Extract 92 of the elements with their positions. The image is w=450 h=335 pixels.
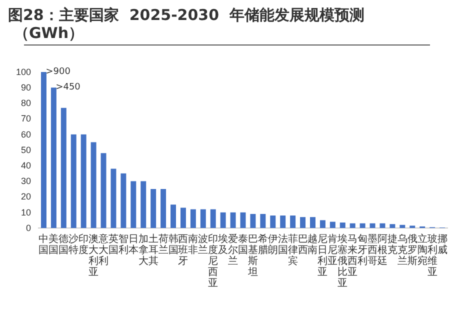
bar <box>90 142 96 228</box>
bar <box>230 212 236 228</box>
bar <box>170 204 176 228</box>
y-tick-label: 50 <box>20 144 31 155</box>
x-tick-label: 伊朗 <box>268 234 278 256</box>
bar <box>390 224 396 228</box>
x-tick-label: 捷克 <box>387 233 398 256</box>
bar <box>110 168 116 228</box>
bar <box>260 214 266 228</box>
x-tick-label: 玻利维亚 <box>427 233 438 278</box>
y-tick-label: 70 <box>20 114 31 124</box>
bar <box>180 208 186 228</box>
x-tick-label: 挪威 <box>437 233 448 256</box>
x-tick-label: 马来西亚 <box>348 234 358 278</box>
x-tick-label: 法国 <box>278 233 288 256</box>
bar <box>140 181 146 228</box>
y-tick-label: 30 <box>20 176 31 186</box>
x-tick-label: 菲律宾 <box>288 233 298 267</box>
x-tick-label: 巴西 <box>298 234 308 256</box>
annotation: >450 <box>56 82 81 93</box>
y-tick-label: 20 <box>20 192 31 202</box>
bar <box>120 173 126 228</box>
bar <box>300 217 306 228</box>
x-tick-label: 阿根廷 <box>376 234 388 267</box>
y-tick-label: 0 <box>26 222 31 233</box>
x-tick-label: 意大利 <box>98 233 109 267</box>
x-tick-label: 西班牙 <box>178 234 188 267</box>
bar <box>220 212 226 228</box>
bar <box>290 216 296 228</box>
x-tick-label: 波兰 <box>198 233 208 256</box>
bar <box>330 222 336 228</box>
y-tick-label: 90 <box>20 82 31 92</box>
x-tick-label: 墨西哥 <box>368 234 378 267</box>
x-tick-label: 埃塞俄比亚 <box>336 233 348 289</box>
bar <box>160 189 166 228</box>
x-tick-label: 英国 <box>108 233 118 256</box>
y-tick-label: 60 <box>20 129 31 140</box>
x-tick-label: 立陶宛 <box>417 233 428 267</box>
y-tick-label: 40 <box>20 160 31 170</box>
x-tick-label: 沙特 <box>68 233 79 256</box>
bar <box>320 220 326 228</box>
x-tick-label: 美国 <box>48 233 59 256</box>
bar <box>360 223 366 228</box>
x-tick-label: 日本 <box>128 234 138 256</box>
chart-title: 图28：主要国家 2025-2030 年储能发展规模预测（GWh） <box>8 6 364 42</box>
x-tick-label: 加拿大 <box>138 233 148 267</box>
x-tick-label: 俄罗斯 <box>407 233 418 267</box>
bar <box>250 214 256 228</box>
bar <box>50 88 56 228</box>
y-tick-label: 80 <box>20 98 31 108</box>
bar <box>200 209 206 228</box>
bar <box>240 212 246 228</box>
bar <box>350 223 356 228</box>
bar <box>210 209 216 228</box>
bar <box>80 134 86 228</box>
bar <box>270 216 276 228</box>
bar <box>190 209 196 228</box>
x-tick-label: 印度 <box>78 233 89 256</box>
x-tick-label: 乌克兰 <box>397 233 408 267</box>
x-tick-label: 匈牙利 <box>358 233 368 267</box>
x-tick-label: 希腊 <box>258 233 268 256</box>
x-tick-label: 荷兰 <box>158 233 168 256</box>
y-tick-label: 10 <box>20 207 31 218</box>
x-tick-label: 德国 <box>58 234 69 256</box>
x-tick-label: 埃及 <box>217 233 228 256</box>
x-tick-label: 韩国 <box>168 233 178 256</box>
x-tick-label: 泰国 <box>238 234 248 256</box>
x-tick-label: 印度尼西亚 <box>208 233 218 289</box>
bar <box>340 222 346 228</box>
bar <box>150 189 156 228</box>
annotation: >900 <box>46 67 71 77</box>
bar <box>100 153 106 228</box>
x-tick-label: 越南 <box>308 233 318 256</box>
x-tick-label: 中国 <box>38 233 49 256</box>
x-tick-label: 澳大利亚 <box>88 233 99 278</box>
x-tick-label: 智利 <box>118 233 128 256</box>
x-tick-label: 土耳其 <box>148 233 158 267</box>
x-tick-label: 肯尼亚 <box>328 233 338 267</box>
bar <box>280 216 286 228</box>
bar <box>400 224 406 228</box>
bar <box>370 223 376 228</box>
y-tick-label: 100 <box>16 66 31 77</box>
bar <box>130 181 136 228</box>
bar <box>380 223 386 228</box>
bar <box>40 72 46 228</box>
bar <box>60 108 66 228</box>
x-tick-label: 爱尔兰 <box>228 233 238 267</box>
x-tick-label: 巴基斯坦 <box>246 234 258 278</box>
x-tick-label: 南非 <box>188 233 198 256</box>
bar <box>70 134 76 228</box>
bar <box>310 217 316 228</box>
x-tick-label: 尼日利亚 <box>318 234 328 278</box>
